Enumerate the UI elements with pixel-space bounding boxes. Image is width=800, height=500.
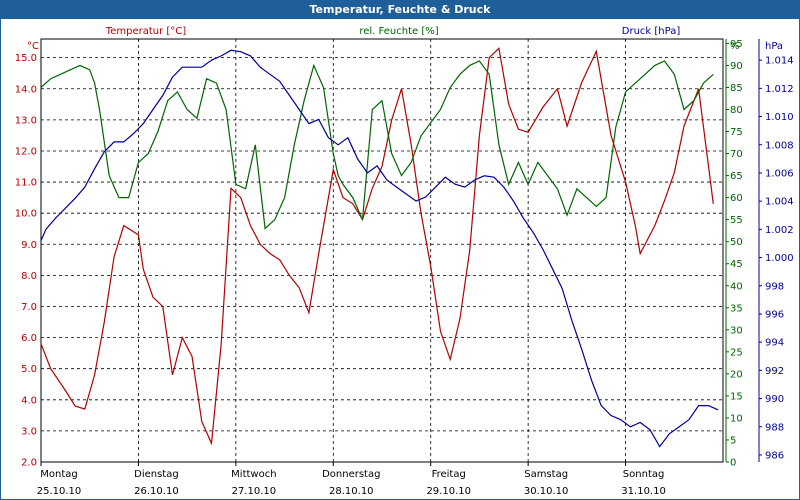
humidity-tick-label: 60 [730,193,743,204]
humidity-tick-label: 35 [730,303,743,314]
humidity-tick-label: 40 [730,281,743,292]
temp-tick-label: 3.0 [21,426,37,437]
date-label: 26.10.10 [134,486,179,497]
pressure-tick-label: 990 [765,394,784,405]
date-label: 30.10.10 [524,486,569,497]
pressure-tick-label: 996 [765,309,784,320]
date-label: 29.10.10 [426,486,471,497]
humidity-tick-label: 50 [730,237,743,248]
temp-tick-label: 13.0 [15,115,37,126]
day-label: Sonntag [623,469,665,480]
temp-tick-label: 4.0 [21,395,37,406]
humidity-tick-label: 75 [730,127,743,138]
day-label: Mittwoch [231,469,276,480]
temp-tick-label: 10.0 [15,209,37,220]
pressure-line [40,49,719,448]
humidity-tick-label: 0 [730,458,736,469]
labels: 2.0 3.0 4.0 5.0 6.0 7.0 8.0 9.0 10.0 11.0 12.0 13.0… [15,26,794,497]
series-name-label: Druck [hPa] [622,26,681,37]
day-label: Freitag [432,469,466,480]
pressure-tick-label: 1.014 [765,56,794,67]
humidity-tick-label: 5 [730,435,736,446]
pressure-tick-label: 986 [765,450,784,461]
humidity-tick-label: 45 [730,259,743,270]
temp-tick-label: 11.0 [15,178,37,189]
temp-tick-label: 9.0 [21,240,37,251]
pressure-tick-label: 1.012 [765,84,794,95]
humidity-tick-label: 20 [730,369,743,380]
pressure-tick-label: 1.008 [765,140,794,151]
series-name-label: Temperatur [°C] [105,26,186,37]
window-title: Temperatur, Feuchte & Druck [1,1,799,19]
temp-tick-label: 15.0 [15,53,37,64]
temp-tick-label: 7.0 [21,302,37,313]
day-label: Samstag [524,469,568,480]
axes [40,39,762,466]
humidity-tick-label: 30 [730,325,743,336]
humidity-tick-label: 70 [730,149,743,160]
date-label: 28.10.10 [329,486,374,497]
pressure-tick-label: 992 [765,366,784,377]
humidity-tick-label: 65 [730,171,743,182]
humidity-tick-label: 90 [730,61,743,72]
humidity-tick-label: 80 [730,105,743,116]
pressure-tick-label: 1.004 [765,197,794,208]
humidity-tick-label: 95 [730,39,743,50]
temp-tick-label: 14.0 [15,84,37,95]
pressure-tick-label: 994 [765,338,784,349]
humidity-tick-label: 55 [730,215,743,226]
grid [40,38,724,463]
date-label: 25.10.10 [37,486,82,497]
pressure-tick-label: 1.010 [765,112,794,123]
day-label: Donnerstag [322,469,380,480]
series-layer [40,47,719,448]
date-label: 31.10.10 [621,486,666,497]
pressure-unit-label: hPa [765,41,783,52]
pressure-tick-label: 1.006 [765,168,794,179]
temp-unit-label: °C [27,41,39,52]
temp-tick-label: 2.0 [21,458,37,469]
pressure-tick-label: 988 [765,422,784,433]
temp-tick-label: 6.0 [21,333,37,344]
pressure-tick-label: 1.000 [765,253,794,264]
day-label: Dienstag [134,469,179,480]
temp-tick-label: 5.0 [21,364,37,375]
humidity-tick-label: 15 [730,391,743,402]
temp-tick-label: 12.0 [15,146,37,157]
humidity-tick-label: 25 [730,347,743,358]
plot-area [40,38,724,463]
pressure-tick-label: 1.002 [765,225,794,236]
series-name-label: rel. Feuchte [%] [359,26,438,37]
humidity-tick-label: 10 [730,413,743,424]
date-label: 27.10.10 [232,486,277,497]
humidity-line [40,60,714,230]
humidity-tick-label: 85 [730,83,743,94]
day-label: Montag [40,469,77,480]
pressure-tick-label: 998 [765,281,784,292]
humidity-unit-label: % [730,41,740,52]
temp-tick-label: 8.0 [21,271,37,282]
